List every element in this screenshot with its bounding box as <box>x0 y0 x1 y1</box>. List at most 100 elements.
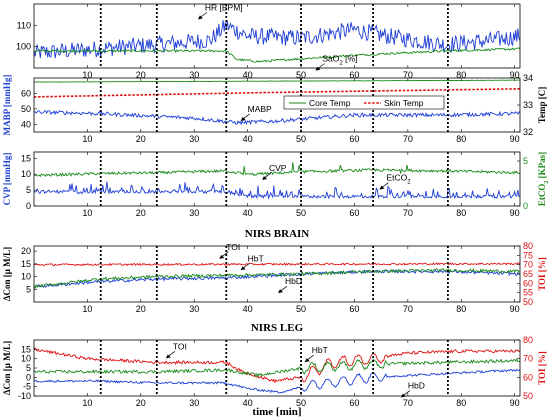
y-tick-label: 100 <box>16 42 31 52</box>
annotation-label: HbT <box>312 345 328 355</box>
annotation-arrowhead <box>261 176 267 181</box>
x-tick-label: 40 <box>243 304 253 314</box>
x-tick-label: 30 <box>189 70 199 80</box>
y-tick-label: 15 <box>21 153 31 163</box>
series-toi <box>33 347 521 384</box>
y2-axis-label: EtCO2 [KPas] <box>537 152 550 206</box>
x-tick-label: 20 <box>136 70 146 80</box>
y2-tick-label: 80 <box>523 335 533 345</box>
x-tick-label: 60 <box>349 304 359 314</box>
y-tick-label: 10 <box>21 169 31 179</box>
annotation-label: MABP <box>248 104 272 114</box>
x-tick-label: 30 <box>189 398 199 408</box>
series-mabp <box>33 110 521 126</box>
x-tick-label: 60 <box>349 134 359 144</box>
x-axis-label: time [min] <box>252 406 301 418</box>
y-tick-label: 10 <box>21 354 31 364</box>
x-tick-label: 20 <box>136 208 146 218</box>
x-tick-label: 70 <box>403 208 413 218</box>
y2-tick-label: 50 <box>523 297 533 307</box>
annotation-label: HbD <box>408 381 425 391</box>
series-hr-bpm- <box>33 20 521 59</box>
y2-tick-label: 0 <box>523 201 528 211</box>
panel-title: NIRS LEG <box>251 322 304 334</box>
x-tick-label: 60 <box>349 70 359 80</box>
annotation-arrowhead <box>240 116 246 121</box>
series-sao2- <box>33 47 521 63</box>
y-tick-label: 10 <box>21 272 31 282</box>
x-tick-label: 90 <box>510 134 520 144</box>
y-tick-label: 0 <box>26 201 31 211</box>
y-tick-label: 5 <box>26 185 31 195</box>
y-tick-label: 5 <box>26 363 31 373</box>
x-tick-label: 70 <box>403 398 413 408</box>
y-axis-label: ΔCon [μ M/L] <box>2 341 12 395</box>
x-tick-label: 20 <box>136 304 146 314</box>
annotation-label: TOI <box>173 341 187 351</box>
x-tick-label: 20 <box>136 134 146 144</box>
annotation-label: HbD <box>285 276 302 286</box>
series-hbt <box>33 267 521 290</box>
y2-axis-label: TOI [%] <box>537 257 547 291</box>
x-tick-label: 30 <box>189 208 199 218</box>
x-tick-label: 70 <box>403 70 413 80</box>
x-tick-label: 50 <box>296 208 306 218</box>
y-tick-label: 0 <box>26 372 31 382</box>
annotation-arrowhead <box>304 358 310 363</box>
annotation-arrowhead <box>240 266 246 271</box>
annotation-label: EtCO2 <box>386 173 411 186</box>
y-axis-label: CVP [mmHg] <box>2 153 12 206</box>
x-tick-label: 10 <box>82 398 92 408</box>
y2-tick-label: 60 <box>523 372 533 382</box>
y-tick-label: 110 <box>17 20 31 30</box>
x-tick-label: 10 <box>82 70 92 80</box>
series-skin-temp <box>34 88 520 98</box>
x-tick-label: 90 <box>510 208 520 218</box>
panel-2: 10 20 30 40 50 60 70 80 90 40 50 60 32 33 34 MABP [mmHg… <box>2 73 547 144</box>
x-tick-label: 50 <box>296 304 306 314</box>
annotation-label: HR [BPM] <box>205 2 243 12</box>
series-toi <box>33 262 521 267</box>
series-cvp <box>33 181 521 200</box>
x-tick-label: 40 <box>243 70 253 80</box>
x-tick-label: 90 <box>510 398 520 408</box>
annotation-arrowhead <box>379 185 385 190</box>
x-tick-label: 60 <box>349 398 359 408</box>
plot-frame <box>33 151 521 207</box>
y-tick-label: 15 <box>21 344 31 354</box>
series-hbd <box>33 368 521 394</box>
annotation-arrowhead <box>165 354 171 359</box>
x-tick-label: 80 <box>456 208 466 218</box>
x-tick-label: 20 <box>136 398 146 408</box>
x-tick-label: 50 <box>296 134 306 144</box>
annotation-arrowhead <box>315 66 321 71</box>
plot-frame <box>33 3 521 69</box>
y-tick-label: 40 <box>21 119 31 129</box>
panel-1: 10 20 30 40 50 60 70 80 90 100 110 HR [BPM] SaO2 [%] <box>16 2 521 80</box>
y2-axis-label: TOI [%] <box>537 351 547 385</box>
y-tick-label: -5 <box>23 382 31 392</box>
y2-axis-label: Temp [C] <box>537 87 547 123</box>
x-tick-label: 10 <box>82 134 92 144</box>
annotation-label: HbT <box>248 253 264 263</box>
annotation-arrowhead <box>400 393 406 398</box>
x-tick-label: 30 <box>189 134 199 144</box>
y2-tick-label: 60 <box>523 278 533 288</box>
y-tick-label: 20 <box>21 246 31 256</box>
y2-tick-label: 5 <box>523 156 528 166</box>
y2-tick-label: 50 <box>523 391 533 401</box>
series-hbt <box>33 358 521 378</box>
x-tick-label: 70 <box>403 134 413 144</box>
x-tick-label: 40 <box>243 134 253 144</box>
annotation-label: CVP <box>269 163 287 173</box>
series-core-temp <box>34 79 520 83</box>
series-etco2 <box>33 162 521 178</box>
annotation-arrowhead <box>278 289 284 294</box>
x-tick-label: 30 <box>189 304 199 314</box>
x-tick-label: 50 <box>296 398 306 408</box>
y-tick-label: 50 <box>21 104 31 114</box>
annotation-label: SaO2 [%] <box>322 54 357 67</box>
